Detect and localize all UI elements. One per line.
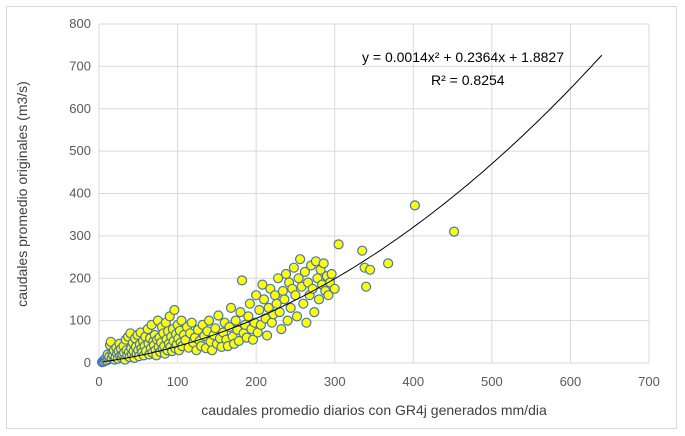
x-axis-title: caudales promedio diarios con GR4j gener… xyxy=(201,402,547,418)
y-tick-label: 100 xyxy=(69,313,91,328)
data-point xyxy=(323,290,334,301)
data-point xyxy=(295,254,306,265)
y-tick-label: 0 xyxy=(84,355,91,370)
x-tick-label: 200 xyxy=(245,374,267,389)
data-point xyxy=(266,317,277,328)
data-point xyxy=(276,324,287,335)
trendline xyxy=(102,54,603,363)
data-point xyxy=(361,281,372,292)
y-tick-label: 300 xyxy=(69,228,91,243)
data-point xyxy=(262,330,273,341)
data-point xyxy=(313,294,325,305)
data-point xyxy=(277,285,288,297)
data-point xyxy=(333,239,344,250)
data-point xyxy=(258,294,270,305)
data-point xyxy=(230,315,241,326)
data-point xyxy=(449,226,460,237)
data-point xyxy=(301,317,312,328)
y-tick-label: 400 xyxy=(69,186,91,201)
x-tick-label: 100 xyxy=(167,374,189,389)
data-point xyxy=(409,200,420,211)
data-point xyxy=(235,307,246,318)
data-point xyxy=(326,268,337,280)
data-point xyxy=(307,283,318,294)
data-point xyxy=(243,311,254,322)
trendline-equation: y = 0.0014x² + 0.2364x + 1.8827 xyxy=(362,49,564,65)
x-tick-label: 600 xyxy=(560,374,582,389)
data-point xyxy=(254,304,265,316)
scatter-chart: 0 100 200 300 400 500 600 700 800 0 100 200 300 400 5… xyxy=(14,16,660,418)
data-point xyxy=(273,273,284,284)
y-axis-tick-labels: 0 100 200 300 400 500 600 700 800 xyxy=(69,16,91,370)
y-tick-label: 600 xyxy=(69,101,91,116)
data-point xyxy=(357,245,368,256)
y-tick-label: 200 xyxy=(69,270,91,285)
data-points xyxy=(96,200,460,368)
data-point xyxy=(225,302,237,313)
data-point xyxy=(329,283,340,294)
data-point xyxy=(298,298,309,309)
data-point xyxy=(288,262,299,273)
data-point xyxy=(309,307,320,318)
x-tick-label: 500 xyxy=(481,374,503,389)
data-point xyxy=(251,290,262,301)
data-point xyxy=(365,264,376,275)
gridlines xyxy=(98,23,650,364)
x-tick-label: 700 xyxy=(638,374,660,389)
data-point xyxy=(383,258,394,269)
x-tick-label: 0 xyxy=(95,374,102,389)
chart-frame: 0 100 200 300 400 500 600 700 800 0 100 200 300 400 5… xyxy=(6,6,677,429)
data-point xyxy=(213,310,224,321)
y-axis-title: caudales promedio originales (m3/s) xyxy=(14,81,30,307)
data-point xyxy=(318,258,329,269)
x-axis-tick-labels: 0 100 200 300 400 500 600 700 xyxy=(95,374,659,389)
data-point xyxy=(169,304,180,316)
data-point xyxy=(203,315,215,326)
data-point xyxy=(176,315,187,326)
data-point xyxy=(247,334,259,345)
x-tick-label: 400 xyxy=(402,374,424,389)
y-tick-label: 800 xyxy=(69,16,91,31)
data-point xyxy=(236,275,248,286)
data-point xyxy=(186,317,197,328)
data-point xyxy=(299,266,310,277)
data-point xyxy=(210,323,221,334)
data-point xyxy=(257,279,268,290)
data-point xyxy=(282,315,293,326)
data-point xyxy=(291,311,303,322)
data-point xyxy=(279,294,290,305)
data-point xyxy=(280,268,292,280)
y-tick-label: 500 xyxy=(69,143,91,158)
data-point xyxy=(285,302,296,313)
data-point xyxy=(244,298,255,309)
y-tick-label: 700 xyxy=(69,58,91,73)
x-tick-label: 300 xyxy=(324,374,346,389)
trendline-r2: R² = 0.8254 xyxy=(431,72,505,88)
